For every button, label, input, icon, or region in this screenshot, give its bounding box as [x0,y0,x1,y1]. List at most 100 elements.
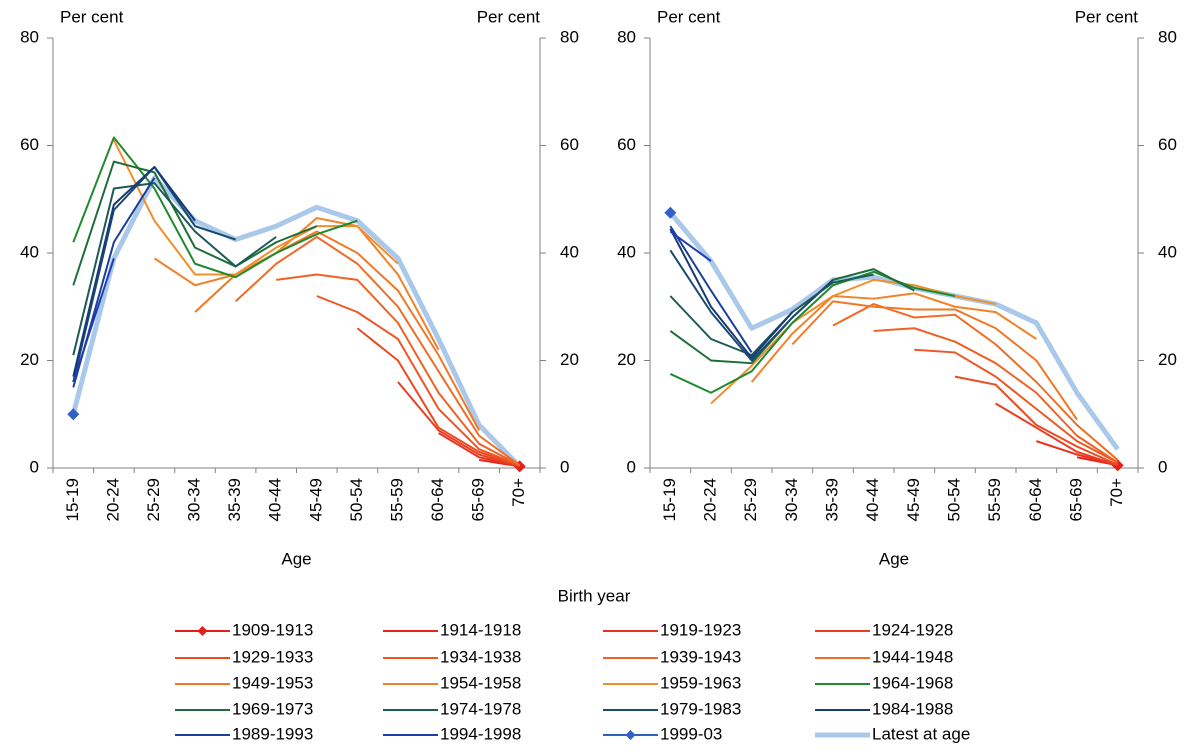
series [72,182,277,356]
y2-tick-label: 60 [560,135,579,154]
legend-label: 1924-1928 [872,620,953,639]
series [914,348,1119,464]
series-line [914,348,1119,464]
legend-label: 1974-1978 [440,699,521,718]
series-line [669,230,712,262]
series [67,408,80,421]
series-line [276,273,521,467]
series [153,217,440,351]
x-tick-label: 40-44 [863,478,882,521]
y-tick-label: 40 [20,242,39,261]
series [995,402,1118,467]
legend-label: 1959-1963 [660,673,741,692]
x-tick-label: 50-54 [347,478,366,521]
y2-axis-title: Per cent [477,7,541,26]
x-tick-label: 15-19 [660,478,679,521]
series [669,228,794,359]
legend-label: 1964-1968 [872,673,953,692]
legend-title: Birth year [558,586,631,605]
x-axis-title: Age [879,549,909,568]
series [112,139,399,276]
series [70,175,522,469]
y2-tick-label: 0 [560,457,569,476]
x-tick-label: 20-24 [700,478,719,521]
legend-label: 1949-1953 [232,673,313,692]
series [669,270,956,394]
series-line [397,381,520,468]
x-tick-label: 70+ [509,478,528,507]
y-axis-title: Per cent [60,7,124,26]
y-tick-label: 40 [617,242,636,261]
y-axis-title: Per cent [657,7,721,26]
legend-label: 1994-1998 [440,724,521,743]
series-line [669,225,753,353]
legend-label: 1954-1958 [440,673,521,692]
x-tick-label: 35-39 [822,478,841,521]
series [397,381,520,468]
series [791,300,1078,421]
marker [664,206,677,219]
y-tick-label: 80 [617,27,636,46]
y2-tick-label: 60 [1158,135,1177,154]
series-line [153,217,440,351]
marker [67,408,80,421]
x-tick-label: 60-64 [1026,478,1045,521]
x-tick-label: 70+ [1107,478,1126,507]
series [234,235,521,467]
x-tick-label: 15-19 [63,478,82,521]
y2-tick-label: 0 [1158,457,1167,476]
series-line [72,160,318,286]
y2-tick-label: 40 [560,242,579,261]
y-tick-label: 0 [30,457,39,476]
legend-label: 1919-1923 [660,620,741,639]
series-line [791,300,1078,421]
legend-label: 1944-1948 [872,647,953,666]
series [72,136,358,279]
series-line [234,235,521,467]
y2-tick-label: 40 [1158,242,1177,261]
series-line [316,295,521,467]
x-tick-label: 25-29 [741,478,760,521]
y2-tick-label: 80 [1158,27,1177,46]
series [72,258,115,383]
y2-tick-label: 80 [560,27,579,46]
x-tick-label: 30-34 [782,478,801,521]
series [664,206,677,219]
series [669,230,712,262]
legend-marker [625,730,636,740]
series-line [356,327,521,467]
series [316,295,521,467]
legend-label: 1984-1988 [872,699,953,718]
legend-label: 1939-1943 [660,647,741,666]
legend-label: 1989-1993 [232,724,313,743]
series [750,292,1037,383]
x-tick-label: 25-29 [144,478,163,521]
legend-label: 1929-1933 [232,647,313,666]
series-line [995,402,1118,467]
series [669,225,753,353]
legend-label: 1909-1913 [232,620,313,639]
series-line [954,375,1119,466]
y-tick-label: 20 [20,350,39,369]
series-line [750,292,1037,383]
x-tick-label: 20-24 [103,478,122,521]
x-tick-label: 60-64 [428,478,447,521]
series-line [873,327,1119,464]
x-tick-label: 40-44 [266,478,285,521]
series [276,273,521,467]
series [72,160,318,286]
y-tick-label: 60 [20,135,39,154]
legend-label: Latest at age [872,724,970,743]
x-tick-label: 55-59 [387,478,406,521]
series-line [669,249,834,362]
series-line [72,136,358,279]
y2-axis-title: Per cent [1075,7,1139,26]
series [72,166,196,377]
y-tick-label: 20 [617,350,636,369]
y-tick-label: 60 [617,135,636,154]
legend-label: 1979-1983 [660,699,741,718]
x-tick-label: 50-54 [944,478,963,521]
series-line [72,182,277,356]
x-tick-label: 45-49 [904,478,923,521]
